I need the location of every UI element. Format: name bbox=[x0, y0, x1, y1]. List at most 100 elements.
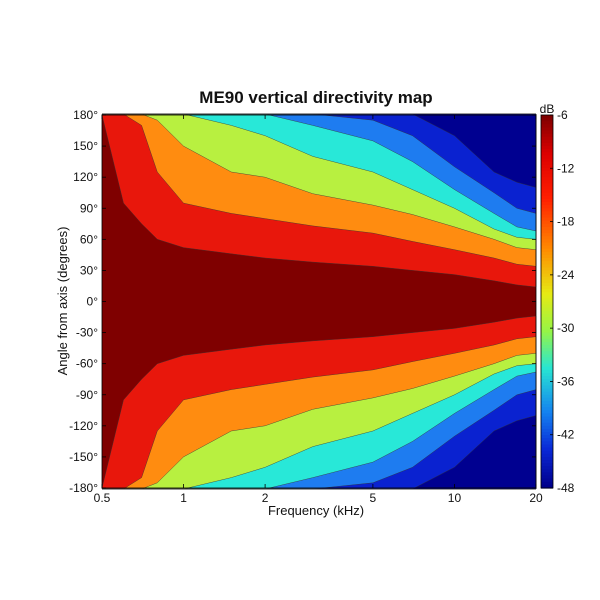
colorbar-segment bbox=[541, 267, 553, 272]
colorbar-segment bbox=[541, 170, 553, 175]
x-tick-label: 2 bbox=[262, 491, 269, 505]
y-tick-label: 0° bbox=[87, 295, 99, 309]
colorbar-segment bbox=[541, 351, 553, 355]
y-axis-ticks: 180° 150° 120° 90° 60° 30° 0° -30° -60° -90° -120°… bbox=[69, 108, 536, 495]
colorbar-segment bbox=[541, 279, 553, 284]
colorbar-segment bbox=[541, 407, 553, 411]
y-tick-label: -180° bbox=[69, 481, 98, 495]
colorbar-segment bbox=[541, 115, 553, 119]
colorbar-segment bbox=[541, 142, 553, 147]
colorbar-segment bbox=[541, 329, 553, 334]
colorbar-segment bbox=[541, 419, 553, 424]
colorbar-segment bbox=[541, 270, 553, 275]
colorbar-segment bbox=[541, 136, 553, 141]
colorbar-segment bbox=[541, 183, 553, 188]
colorbar-segment bbox=[541, 192, 553, 197]
colorbar bbox=[540, 114, 554, 489]
colorbar-segment bbox=[541, 174, 553, 178]
colorbar-segment bbox=[541, 254, 553, 259]
colorbar-segment bbox=[541, 273, 553, 278]
y-tick-label: 60° bbox=[80, 232, 98, 246]
colorbar-segment bbox=[541, 484, 553, 489]
colorbar-segment bbox=[541, 428, 553, 433]
colorbar-segment bbox=[541, 149, 553, 153]
colorbar-segment bbox=[541, 298, 553, 303]
colorbar-tick-label: -6 bbox=[557, 108, 568, 122]
colorbar-segment bbox=[541, 463, 553, 467]
x-tick-label: 0.5 bbox=[94, 491, 111, 505]
colorbar-segment bbox=[541, 335, 553, 340]
y-tick-label: -150° bbox=[69, 450, 98, 464]
colorbar-segment bbox=[541, 326, 553, 331]
colorbar-segment bbox=[541, 167, 553, 172]
colorbar-segment bbox=[541, 348, 553, 352]
colorbar-segment bbox=[541, 217, 553, 222]
colorbar-segment bbox=[541, 379, 553, 383]
y-axis-label: Angle from axis (degrees) bbox=[55, 227, 70, 376]
colorbar-segment bbox=[541, 469, 553, 474]
colorbar-segment bbox=[541, 289, 553, 293]
colorbar-segment bbox=[541, 195, 553, 200]
colorbar-segment bbox=[541, 220, 553, 225]
colorbar-segment bbox=[541, 292, 553, 296]
colorbar-segment bbox=[541, 118, 553, 122]
colorbar-segment bbox=[541, 226, 553, 231]
colorbar-segment bbox=[541, 189, 553, 194]
colorbar-segment bbox=[541, 164, 553, 169]
colorbar-segment bbox=[541, 282, 553, 287]
colorbar-segment bbox=[541, 285, 553, 290]
colorbar-segment bbox=[541, 295, 553, 299]
colorbar-segment bbox=[541, 313, 553, 318]
colorbar-segment bbox=[541, 416, 553, 421]
colorbar-segment bbox=[541, 438, 553, 442]
y-tick-label: 90° bbox=[80, 201, 98, 215]
colorbar-segment bbox=[541, 376, 553, 380]
colorbar-segment bbox=[541, 251, 553, 256]
colorbar-tick-label: -24 bbox=[557, 268, 575, 282]
colorbar-frame bbox=[540, 114, 554, 489]
colorbar-tick-label: -42 bbox=[557, 428, 575, 442]
colorbar-segment bbox=[541, 332, 553, 337]
colorbar-segment bbox=[541, 146, 553, 150]
colorbar-segment bbox=[541, 450, 553, 455]
y-tick-label: 30° bbox=[80, 263, 98, 277]
colorbar-segment bbox=[541, 127, 553, 132]
colorbar-segment bbox=[541, 155, 553, 160]
colorbar-segment bbox=[541, 202, 553, 206]
colorbar-segment bbox=[541, 320, 553, 324]
colorbar-segment bbox=[541, 441, 553, 446]
colorbar-segment bbox=[541, 211, 553, 216]
colorbar-segment bbox=[541, 161, 553, 166]
colorbar-segment bbox=[541, 245, 553, 250]
colorbar-segment bbox=[541, 466, 553, 470]
colorbar-segment bbox=[541, 205, 553, 209]
colorbar-segment bbox=[541, 432, 553, 436]
colorbar-segment bbox=[541, 404, 553, 408]
contour-band-upper bbox=[102, 113, 537, 188]
colorbar-segment bbox=[541, 456, 553, 461]
colorbar-segment bbox=[541, 472, 553, 477]
colorbar-segment bbox=[541, 257, 553, 262]
x-tick-label: 20 bbox=[529, 491, 543, 505]
colorbar-segment bbox=[541, 388, 553, 393]
colorbar-segment bbox=[541, 208, 553, 212]
colorbar-segment bbox=[541, 233, 553, 237]
colorbar-segment bbox=[541, 214, 553, 219]
colorbar-segment bbox=[541, 460, 553, 464]
colorbar-segment bbox=[541, 152, 553, 157]
y-tick-label: 180° bbox=[73, 108, 98, 122]
chart-title: ME90 vertical directivity map bbox=[199, 88, 432, 107]
colorbar-unit-label: dB bbox=[540, 102, 555, 116]
colorbar-segment bbox=[541, 124, 553, 129]
colorbar-segment bbox=[541, 360, 553, 365]
colorbar-segment bbox=[541, 354, 553, 359]
colorbar-segment bbox=[541, 481, 553, 486]
colorbar-tick-label: -12 bbox=[557, 161, 575, 175]
colorbar-segment bbox=[541, 447, 553, 452]
colorbar-segment bbox=[541, 177, 553, 181]
colorbar-segment bbox=[541, 186, 553, 191]
colorbar-tick-label: -48 bbox=[557, 481, 575, 495]
colorbar-segment bbox=[541, 338, 553, 343]
x-axis-ticks: 0.5 1 2 5 10 20 bbox=[94, 115, 543, 505]
